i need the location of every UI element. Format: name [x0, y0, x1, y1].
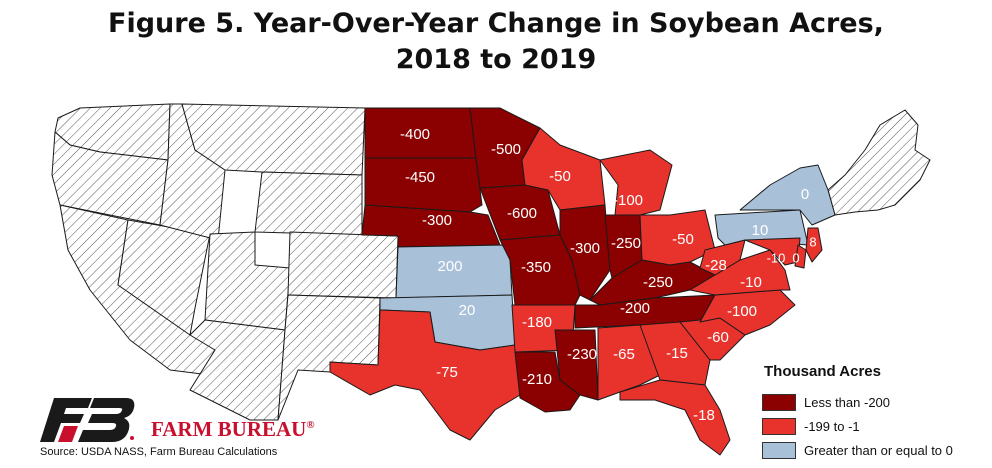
label-ms: -230: [567, 346, 597, 363]
label-ny: 0: [801, 186, 809, 203]
title-line-2: 2018 to 2019: [395, 44, 597, 75]
label-oh: -50: [672, 231, 694, 248]
label-wv: -28: [705, 257, 727, 274]
state-mi: [599, 149, 673, 216]
no-data-states: [51, 103, 931, 421]
state-md: [744, 237, 801, 266]
label-ga: -15: [666, 345, 688, 362]
state-fl: [619, 379, 731, 456]
state-sd: [364, 157, 483, 213]
state-ga: [639, 321, 711, 386]
label-md: -10: [767, 250, 786, 265]
legend-swatch: [762, 441, 796, 459]
state-tx: [329, 309, 521, 441]
label-nj: 8: [809, 234, 816, 249]
legend-title: Thousand Acres: [764, 363, 881, 380]
label-nc: -100: [727, 303, 757, 320]
label-ks: 200: [437, 258, 462, 275]
state-ut: [204, 231, 291, 331]
label-pa: 10: [752, 222, 769, 239]
legend: Thousand Acres Less than -200 -199 to -1…: [762, 363, 987, 462]
figure-title: Figure 5. Year-Over-Year Change in Soybe…: [0, 6, 992, 78]
label-nd: -400: [400, 126, 430, 143]
label-de: 0: [792, 250, 799, 265]
state-ia: [479, 184, 561, 241]
label-il: -300: [570, 240, 600, 257]
legend-label: -199 to -1: [804, 418, 860, 434]
legend-swatch: [762, 417, 796, 435]
legend-label: Less than -200: [804, 394, 891, 410]
farm-bureau-logo-icon: [40, 398, 135, 442]
label-la: -210: [522, 371, 552, 388]
legend-item-neg199-to-neg1: -199 to -1: [762, 414, 987, 438]
label-sc: -60: [707, 329, 729, 346]
state-ks: [395, 244, 513, 299]
data-states: [329, 107, 836, 456]
state-ms: [554, 329, 599, 401]
state-la: [514, 351, 581, 413]
state-nm: [277, 294, 381, 421]
title-line-1: Figure 5. Year-Over-Year Change in Soybe…: [108, 8, 884, 39]
label-va: -10: [740, 274, 762, 291]
label-in: -250: [611, 235, 641, 252]
state-co: [287, 231, 399, 299]
state-value-labels: -400 -500 -450 -50 -100 0 -600 -300 -300…: [400, 126, 817, 424]
source-note: Source: USDA NASS, Farm Bureau Calculati…: [40, 446, 278, 458]
registered-mark: ®: [306, 419, 315, 431]
label-ne: -300: [422, 212, 452, 229]
label-mn: -500: [491, 141, 521, 158]
brand-name: FARM BUREAU: [151, 417, 307, 441]
farm-bureau-brand: FARM BUREAU®: [151, 417, 315, 442]
label-ia: -600: [507, 205, 537, 222]
label-tn: -200: [620, 300, 650, 317]
label-mo: -350: [521, 259, 551, 276]
legend-swatch: [762, 393, 796, 411]
state-nj: [805, 227, 823, 263]
state-de: [794, 244, 807, 269]
label-ok: 20: [459, 302, 476, 319]
label-al: -65: [613, 346, 635, 363]
label-fl: -18: [693, 407, 715, 424]
state-az: [189, 319, 286, 421]
legend-label: Greater than or equal to 0: [804, 442, 953, 458]
state-ny: [739, 164, 836, 226]
label-sd: -450: [405, 169, 435, 186]
label-mi: -100: [613, 192, 643, 209]
legend-item-less-than-neg200: Less than -200: [762, 390, 987, 414]
label-tx: -75: [436, 364, 458, 381]
legend-item-ge-zero: Greater than or equal to 0: [762, 438, 987, 462]
label-ky: -250: [643, 274, 673, 291]
state-ne-region: [827, 109, 931, 216]
state-wy: [254, 171, 363, 236]
label-ar: -180: [522, 314, 552, 331]
label-wi: -50: [549, 168, 571, 185]
